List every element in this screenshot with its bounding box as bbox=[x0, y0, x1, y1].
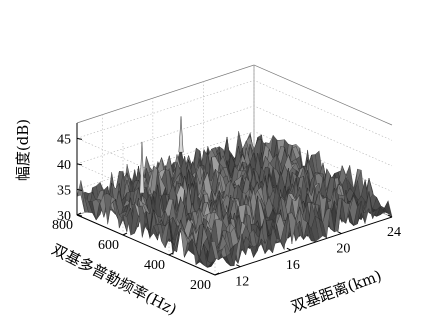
x-tick bbox=[286, 247, 292, 251]
peak-spike bbox=[139, 141, 145, 194]
peak-spike bbox=[178, 116, 184, 153]
y-tick-label: 600 bbox=[98, 238, 119, 253]
x-tick-label: 12 bbox=[235, 275, 249, 290]
z-axis-label: 幅度(dB) bbox=[14, 119, 32, 181]
x-axis-label: 双基距离(km) bbox=[289, 267, 384, 316]
y-axis-line bbox=[76, 214, 216, 276]
z-tick bbox=[76, 214, 83, 217]
y-tick bbox=[168, 252, 174, 256]
y-tick-label: 200 bbox=[190, 278, 211, 293]
noise-surface bbox=[76, 116, 393, 268]
y-tick bbox=[214, 272, 220, 276]
back-wall-rear bbox=[76, 64, 393, 126]
x-axis-line bbox=[214, 216, 393, 276]
z-tick-label: 45 bbox=[57, 132, 71, 147]
x-tick-label: 24 bbox=[387, 225, 401, 240]
axes bbox=[76, 123, 393, 276]
x-tick bbox=[387, 214, 393, 218]
z-tick bbox=[76, 137, 83, 140]
surface-cell bbox=[211, 241, 220, 261]
z-tick bbox=[76, 163, 83, 166]
z-tick-label: 30 bbox=[57, 209, 71, 224]
x-tick-label: 16 bbox=[286, 258, 300, 273]
z-tick bbox=[76, 188, 83, 191]
y-tick-label: 800 bbox=[52, 218, 73, 233]
z-tick-label: 35 bbox=[57, 183, 71, 198]
y-tick-label: 400 bbox=[144, 258, 165, 273]
tick-labels: 30 35 40 45 800 600 400 200 12 16 20 24 bbox=[52, 132, 401, 293]
y-tick bbox=[122, 232, 128, 236]
x-tick bbox=[337, 231, 342, 235]
x-tick bbox=[236, 264, 241, 268]
x-tick-label: 20 bbox=[336, 242, 350, 257]
y-tick bbox=[76, 212, 82, 216]
z-tick-label: 40 bbox=[57, 158, 71, 173]
